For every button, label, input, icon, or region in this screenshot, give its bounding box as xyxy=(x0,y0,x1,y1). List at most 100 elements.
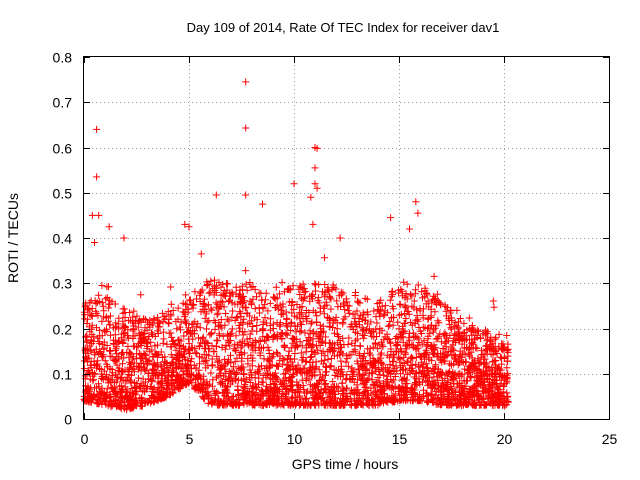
data-point xyxy=(167,343,175,351)
data-point xyxy=(263,319,271,327)
data-point xyxy=(229,401,237,409)
data-point xyxy=(259,305,267,313)
data-point xyxy=(93,173,101,181)
data-point xyxy=(242,191,250,199)
data-point xyxy=(434,317,442,325)
data-point xyxy=(210,347,218,355)
data-point xyxy=(339,320,347,328)
data-point xyxy=(106,321,114,329)
data-point xyxy=(343,371,351,379)
data-point xyxy=(498,354,506,362)
data-point xyxy=(258,378,266,386)
data-point xyxy=(175,356,183,364)
data-point xyxy=(199,394,207,402)
data-point xyxy=(92,345,100,353)
data-point xyxy=(199,333,207,341)
data-point xyxy=(309,371,316,379)
data-point xyxy=(462,358,470,366)
data-point xyxy=(314,395,322,403)
data-point xyxy=(243,286,251,294)
data-point xyxy=(108,384,116,392)
data-point xyxy=(101,391,109,399)
data-point xyxy=(289,371,297,379)
data-point xyxy=(428,383,436,391)
data-point xyxy=(361,357,369,364)
data-point xyxy=(217,291,225,299)
data-point xyxy=(224,330,232,338)
y-tick-label: 0.3 xyxy=(53,276,73,292)
data-point xyxy=(91,370,99,378)
data-point xyxy=(381,384,389,392)
data-point xyxy=(302,358,310,366)
data-point xyxy=(274,305,282,313)
data-point xyxy=(227,329,235,337)
data-point xyxy=(490,397,498,404)
data-point xyxy=(297,349,305,357)
data-point xyxy=(119,360,126,368)
data-point xyxy=(217,399,225,407)
data-point xyxy=(391,334,399,342)
data-point xyxy=(238,342,246,350)
data-point xyxy=(160,335,168,343)
data-point xyxy=(219,298,227,306)
data-point xyxy=(287,382,295,389)
data-point xyxy=(282,386,290,393)
data-point xyxy=(230,345,238,353)
data-point xyxy=(149,393,157,401)
data-point xyxy=(214,309,222,317)
data-point xyxy=(237,298,245,306)
data-point xyxy=(137,351,145,359)
data-point xyxy=(396,384,404,391)
data-point xyxy=(249,295,257,303)
data-point xyxy=(120,336,128,344)
data-point xyxy=(428,390,436,398)
data-point xyxy=(378,364,386,372)
data-point xyxy=(451,369,459,377)
data-point xyxy=(172,364,180,372)
data-point xyxy=(261,301,269,309)
data-point xyxy=(112,402,120,410)
data-point xyxy=(331,317,339,325)
data-point xyxy=(399,383,407,391)
data-point xyxy=(365,401,373,409)
data-point xyxy=(335,345,343,353)
data-point xyxy=(261,314,269,322)
data-point xyxy=(420,305,427,313)
data-point xyxy=(447,324,455,332)
data-point xyxy=(338,379,346,387)
data-point xyxy=(246,319,254,327)
data-point xyxy=(336,401,344,409)
data-point xyxy=(311,400,319,408)
data-point xyxy=(246,379,254,386)
data-point xyxy=(288,394,296,402)
x-tick-label: 5 xyxy=(186,431,194,447)
data-point xyxy=(167,300,175,308)
data-point xyxy=(376,312,384,320)
data-point xyxy=(468,354,476,362)
data-point xyxy=(121,314,129,321)
data-point xyxy=(257,386,265,394)
data-point xyxy=(148,365,156,373)
data-point xyxy=(303,394,311,402)
data-point xyxy=(412,198,420,206)
data-point xyxy=(290,335,298,343)
data-point xyxy=(215,395,223,403)
data-point xyxy=(415,339,423,346)
data-point xyxy=(500,380,508,388)
data-point xyxy=(413,312,421,320)
data-point xyxy=(373,392,381,400)
data-point xyxy=(452,331,460,339)
data-point xyxy=(239,363,247,371)
data-point xyxy=(263,382,270,390)
data-point xyxy=(423,389,431,397)
data-point xyxy=(215,278,223,286)
data-point xyxy=(412,345,420,353)
data-point xyxy=(291,312,299,320)
data-point xyxy=(279,300,287,308)
data-point xyxy=(236,308,244,316)
data-point xyxy=(111,357,119,364)
data-point xyxy=(491,401,499,409)
data-point xyxy=(181,345,189,353)
data-point xyxy=(136,354,144,362)
